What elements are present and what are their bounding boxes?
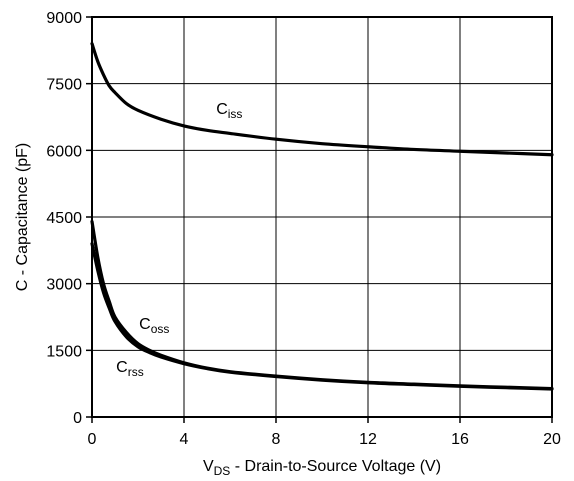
y-tick-label: 3000 (46, 277, 82, 294)
series-line-coss (90, 219, 554, 391)
x-tick-label: 0 (88, 431, 97, 448)
series-label-subscript: oss (151, 322, 170, 336)
series-label-ciss: Ciss (216, 101, 242, 121)
x-axis-title: VDS - Drain-to-Source Voltage (V) (203, 458, 441, 478)
series-label-subscript: iss (228, 107, 243, 121)
series-label-main: C (139, 316, 151, 333)
y-tick-labels: 0 1500 3000 4500 6000 7500 9000 (46, 10, 92, 427)
series-label-crss: Crss (116, 359, 144, 379)
series-label-subscript: rss (128, 365, 144, 379)
y-tick-label: 0 (73, 410, 82, 427)
x-axis-title-main: V (203, 458, 214, 475)
x-tick-labels: 0 4 8 12 16 20 (88, 417, 561, 448)
y-axis-title: C - Capacitance (pF) (14, 143, 31, 292)
series-label-main: C (216, 101, 228, 118)
grid-lines (92, 17, 552, 417)
series-label-coss: Coss (139, 316, 169, 336)
x-tick-label: 16 (451, 431, 469, 448)
series-line-crss (90, 242, 554, 391)
x-tick-label: 4 (180, 431, 189, 448)
x-tick-label: 12 (359, 431, 377, 448)
x-tick-label: 20 (543, 431, 561, 448)
series-label-main: C (116, 359, 128, 376)
x-axis-title-rest: - Drain-to-Source Voltage (V) (230, 458, 441, 475)
y-tick-label: 4500 (46, 210, 82, 227)
x-axis-title-subscript: DS (214, 464, 231, 478)
y-tick-label: 7500 (46, 77, 82, 94)
series-line-ciss (90, 42, 554, 157)
x-tick-label: 8 (272, 431, 281, 448)
y-tick-label: 6000 (46, 143, 82, 160)
y-tick-label: 1500 (46, 343, 82, 360)
series-lines (90, 42, 554, 391)
y-tick-label: 9000 (46, 10, 82, 27)
